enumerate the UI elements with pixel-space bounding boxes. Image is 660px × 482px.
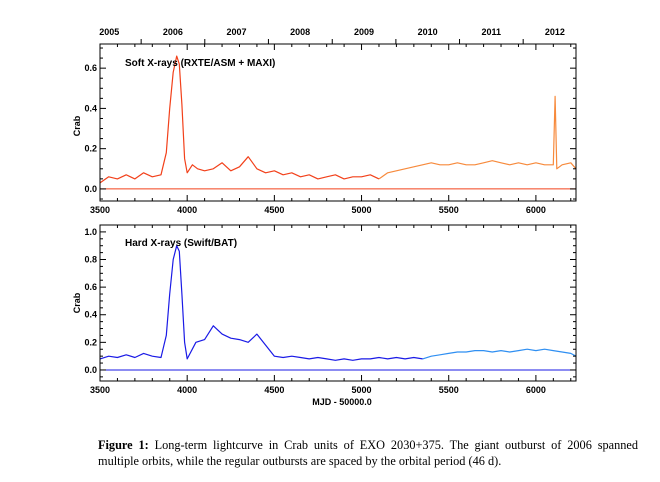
soft-xray-frame [99, 43, 577, 202]
hard-xray-x-axis-label: MJD - 50000.0 [312, 397, 372, 407]
soft-y-tick-label: 0.4 [84, 103, 97, 113]
soft-x-tick-label: 5500 [439, 205, 459, 215]
soft-xray-y-tick-labels: 0.0 0.2 0.4 0.6 [84, 63, 97, 194]
hard-xray-frame [99, 224, 577, 382]
soft-xray-curves [99, 55, 577, 184]
soft-y-tick-label: 0.6 [84, 63, 97, 73]
soft-xray-x-tick-labels: 3500 4000 4500 5000 5500 6000 [90, 205, 546, 215]
soft-xray-panel-title: Soft X-rays (RXTE/ASM + MAXI) [125, 58, 275, 69]
hard-x-tick-label: 5500 [439, 385, 459, 395]
hard-x-tick-label: 4000 [177, 385, 197, 395]
hard-xray-panel: 3500 4000 4500 5000 5500 6000 0.0 0.2 0.4 0.6 0.8… [72, 224, 577, 407]
soft-xray-y-axis-label: Crab [72, 115, 82, 136]
soft-y-tick-label: 0.2 [84, 144, 97, 154]
soft-xray-ticks [99, 44, 576, 201]
hard-y-tick-label: 1.0 [84, 227, 97, 237]
hard-xray-series-1 [422, 348, 577, 360]
hard-x-tick-label: 4500 [264, 385, 284, 395]
hard-y-tick-label: 0.2 [84, 337, 97, 347]
hard-xray-x-tick-labels: 3500 4000 4500 5000 5500 6000 [90, 385, 546, 395]
hard-y-tick-label: 0.0 [84, 365, 97, 375]
hard-y-tick-label: 0.8 [84, 255, 97, 265]
hard-xray-ticks [99, 224, 576, 381]
year-label: 2006 [163, 27, 183, 37]
year-label: 2010 [418, 27, 438, 37]
soft-xray-panel: 3500 4000 4500 5000 5500 6000 0.0 0.2 0.4 0.6 So… [72, 43, 577, 215]
soft-x-tick-label: 5000 [352, 205, 372, 215]
soft-x-tick-label: 6000 [526, 205, 546, 215]
hard-xray-y-axis-label: Crab [72, 292, 82, 313]
year-label: 2007 [227, 27, 247, 37]
year-label: 2005 [99, 27, 119, 37]
hard-y-tick-label: 0.4 [84, 310, 97, 320]
hard-xray-curves [99, 245, 577, 361]
hard-x-tick-label: 6000 [526, 385, 546, 395]
top-axis-year-labels: 2005 2006 2007 2008 2009 2010 2011 2012 [99, 27, 565, 44]
year-label: 2011 [481, 27, 501, 37]
soft-x-tick-label: 4500 [264, 205, 284, 215]
year-label: 2008 [290, 27, 310, 37]
soft-y-tick-label: 0.0 [84, 184, 97, 194]
soft-xray-series-1 [378, 95, 577, 180]
caption-label: Figure 1: [98, 438, 149, 452]
hard-xray-series-0 [99, 245, 423, 361]
caption-text: Long-term lightcurve in Crab units of EX… [98, 438, 638, 468]
hard-xray-y-tick-labels: 0.0 0.2 0.4 0.6 0.8 1.0 [84, 227, 97, 375]
hard-xray-panel-title: Hard X-rays (Swift/BAT) [125, 238, 237, 249]
figure-caption: Figure 1: Long-term lightcurve in Crab u… [98, 437, 638, 469]
hard-x-tick-label: 3500 [90, 385, 110, 395]
hard-x-tick-label: 5000 [352, 385, 372, 395]
soft-x-tick-label: 3500 [90, 205, 110, 215]
year-label: 2009 [354, 27, 374, 37]
soft-xray-series-0 [99, 55, 380, 184]
hard-y-tick-label: 0.6 [84, 282, 97, 292]
soft-x-tick-label: 4000 [177, 205, 197, 215]
year-label: 2012 [545, 27, 565, 37]
